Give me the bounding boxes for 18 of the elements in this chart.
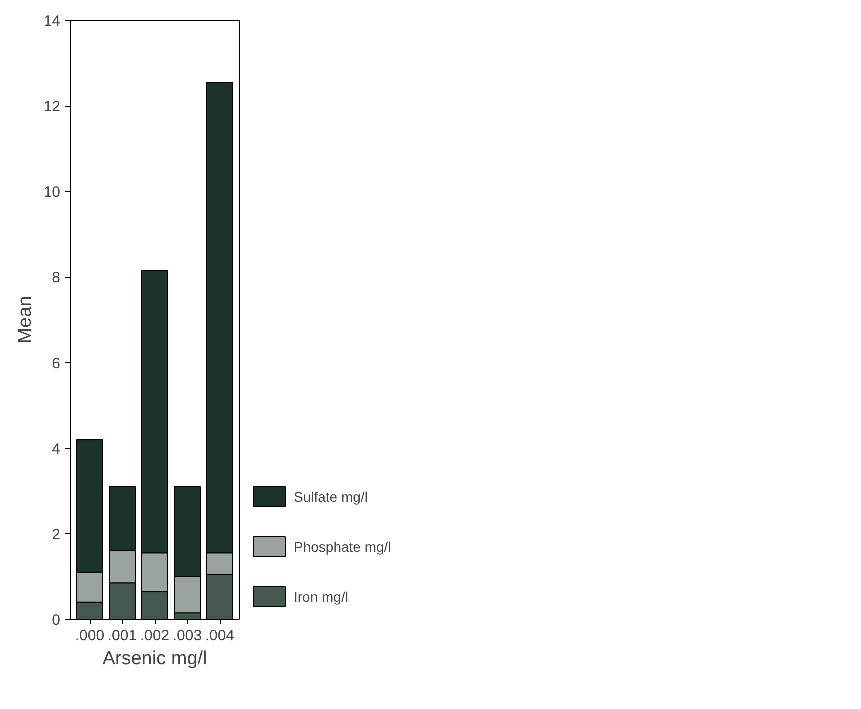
x-tick-label: .000 xyxy=(75,628,105,644)
y-tick-label: 10 xyxy=(44,184,61,202)
y-tick-label: 2 xyxy=(52,526,60,544)
x-tick-label: .004 xyxy=(205,628,235,644)
x-tick-label: .001 xyxy=(108,628,138,644)
legend-label: Phosphate mg/l xyxy=(294,538,392,554)
x-tick-label: .002 xyxy=(140,628,170,644)
y-tick-label: 12 xyxy=(44,98,61,116)
y-tick-label: 6 xyxy=(52,355,60,372)
y-tick-label: 14 xyxy=(44,13,61,30)
y-tick-label: 4 xyxy=(52,440,60,458)
legend-label: Sulfate mg/l xyxy=(294,488,368,504)
x-axis-title: Arsenic mg/l xyxy=(102,648,208,670)
y-tick-label: 8 xyxy=(52,270,60,287)
legend-label: Iron mg/l xyxy=(294,588,348,604)
y-tick-label: 0 xyxy=(52,612,60,629)
y-axis-title: Mean xyxy=(14,296,36,344)
x-tick-label: .003 xyxy=(172,628,202,644)
